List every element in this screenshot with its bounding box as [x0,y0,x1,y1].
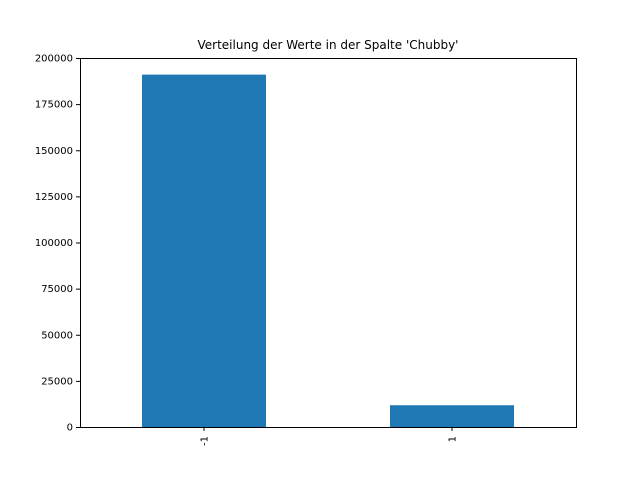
y-tick-label: 175000 [35,100,73,111]
y-tick-label: 0 [67,423,73,434]
y-tick-label: 100000 [35,238,73,249]
chart-title: Verteilung der Werte in der Spalte 'Chub… [198,38,459,52]
bars-group [142,74,514,427]
y-tick-label: 150000 [35,146,73,157]
y-axis: 0 25000 50000 75000 100000 125000 150000 175000… [35,54,80,434]
y-tick-label: 50000 [41,330,73,341]
y-tick-label: 125000 [35,192,73,203]
x-tick-label: 1 [448,436,459,442]
x-tick-label: -1 [200,436,211,446]
y-tick-label: 25000 [41,376,73,387]
plot-frame [80,58,577,428]
y-tick-label: 200000 [35,54,73,65]
bar-1 [390,405,514,427]
bar--1 [142,74,266,427]
x-axis: -1 1 [200,427,459,446]
y-tick-label: 75000 [41,284,73,295]
